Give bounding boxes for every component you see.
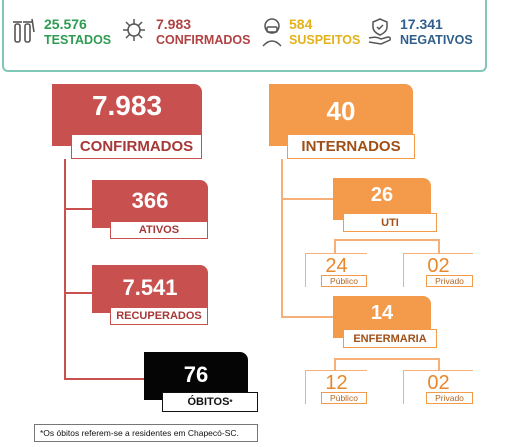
test-tube-icon — [13, 18, 35, 43]
enfermaria-branch-left — [334, 358, 336, 370]
stat-testados: 25.576 TESTADOS — [12, 16, 117, 52]
confirmados-trunk — [64, 159, 66, 379]
confirmados-total-value: 7.983 — [91, 90, 163, 121]
enfermaria-connector — [281, 316, 333, 318]
hand-shield-icon — [368, 18, 391, 45]
stats-bar: 25.576 TESTADOS 7.983 CONFIRMADOS 584 SU… — [2, 0, 487, 72]
confirmados-total-label: CONFIRMADOS — [71, 134, 202, 159]
enfermaria-label: ENFERMARIA — [343, 329, 437, 348]
recuperados-value: 7.541 — [122, 275, 178, 300]
uti-branch-right — [438, 239, 440, 253]
negativos-label: NEGATIVOS — [400, 33, 473, 47]
stat-negativos: 17.341 NEGATIVOS — [368, 16, 478, 52]
confirmados-value: 7.983 — [156, 16, 192, 32]
uti-branch-h — [334, 239, 440, 241]
obitos-label: ÓBITOS * — [162, 392, 258, 412]
uti-connector — [281, 198, 333, 200]
enfermaria-branch-h — [334, 358, 440, 360]
confirmados-total-box: 7.983 CONFIRMADOS — [52, 84, 202, 159]
ativos-value: 366 — [131, 188, 169, 213]
enfermaria-branch-right — [438, 358, 440, 370]
internados-trunk — [281, 159, 283, 317]
suspeitos-value: 584 — [289, 16, 313, 32]
virus-icon — [123, 19, 145, 41]
negativos-value: 17.341 — [400, 16, 443, 32]
internados-total-label: INTERNADOS — [287, 134, 415, 159]
stat-confirmados: 7.983 CONFIRMADOS — [122, 16, 252, 52]
uti-publico-box: 24 — [305, 253, 367, 287]
uti-box: 26 UTI — [333, 178, 437, 232]
stat-suspeitos: 584 SUSPEITOS — [260, 16, 360, 52]
internados-total-box: 40 INTERNADOS — [269, 84, 415, 159]
suspeitos-label: SUSPEITOS — [289, 33, 361, 47]
masked-person-icon — [262, 18, 282, 47]
uti-privado-value: 02 — [427, 255, 450, 277]
ativos-box: 366 ATIVOS — [92, 180, 208, 240]
enfermaria-publico-label: Público — [321, 392, 367, 404]
uti-value: 26 — [370, 184, 394, 206]
obitos-box: 76 ÓBITOS * — [144, 352, 258, 412]
ativos-connector — [64, 208, 92, 210]
uti-publico-value: 24 — [325, 255, 348, 277]
footnote: *Os óbitos referem-se a residentes em Ch… — [34, 424, 258, 442]
uti-branch-left — [334, 239, 336, 253]
testados-value: 25.576 — [44, 16, 87, 32]
obitos-value: 76 — [183, 362, 209, 387]
enfermaria-value: 14 — [370, 302, 394, 324]
enfermaria-privado-label: Privado — [426, 392, 473, 404]
confirmados-label: CONFIRMADOS — [156, 33, 251, 47]
uti-publico-label: Público — [321, 275, 367, 287]
enfermaria-box: 14 ENFERMARIA — [333, 296, 437, 350]
enfermaria-publico-value: 12 — [325, 372, 348, 394]
obitos-label-text: ÓBITOS — [187, 396, 230, 408]
internados-total-value: 40 — [326, 96, 356, 126]
recuperados-label: RECUPERADOS — [110, 307, 208, 325]
ativos-label: ATIVOS — [110, 221, 208, 239]
enfermaria-privado-value: 02 — [427, 372, 450, 394]
recuperados-connector — [64, 292, 92, 294]
recuperados-box: 7.541 RECUPERADOS — [92, 265, 208, 325]
uti-privado-label: Privado — [426, 275, 473, 287]
obitos-marker: * — [229, 397, 233, 407]
obitos-connector — [64, 378, 144, 380]
uti-label: UTI — [343, 213, 437, 232]
testados-label: TESTADOS — [44, 33, 112, 47]
